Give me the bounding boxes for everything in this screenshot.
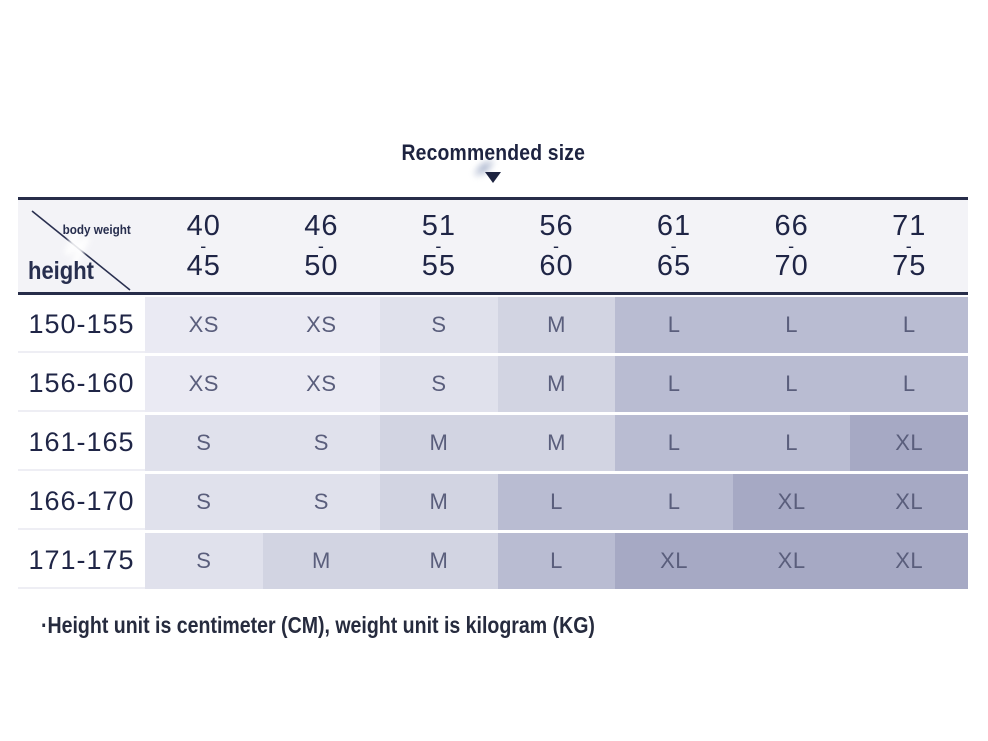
table-body: 150-155 XS XS S M L L L 156-160 XS XS S M L L L 161-165 S… — [18, 297, 968, 589]
size-cell: M — [497, 297, 616, 353]
size-cell: M — [380, 415, 498, 471]
size-cell: S — [380, 356, 498, 412]
table-row: 150-155 XS XS S M L L L — [18, 297, 968, 353]
size-cell: S — [145, 533, 263, 589]
weight-from: 61 — [656, 210, 692, 243]
height-label: height — [28, 257, 94, 285]
size-cell: S — [380, 297, 498, 353]
height-range-cell: 166-170 — [18, 474, 145, 530]
size-cell: M — [380, 533, 498, 589]
size-cell: XS — [262, 356, 381, 412]
range-dash: - — [788, 235, 796, 256]
weight-to: 45 — [186, 249, 221, 282]
table-row: 161-165 S S M M L L XL — [18, 415, 968, 471]
size-cell: L — [732, 297, 851, 353]
weight-from: 51 — [421, 210, 457, 243]
table-row: 171-175 S M M L XL XL XL — [18, 533, 968, 589]
height-range-cell: 171-175 — [18, 533, 145, 589]
size-cell: S — [145, 474, 263, 530]
diagonal-line-icon — [31, 210, 131, 291]
weight-from: 56 — [539, 210, 574, 243]
range-dash: - — [670, 235, 678, 256]
range-dash: - — [552, 235, 560, 256]
table-header-row: body weight height 40-45 46-50 51-55 56-60 6… — [18, 197, 968, 295]
weight-range-cell: 40-45 — [145, 200, 263, 292]
size-cell: XL — [732, 474, 851, 530]
size-cell: XL — [615, 533, 733, 589]
weight-range-cell: 51-55 — [380, 200, 498, 292]
down-triangle-icon — [18, 152, 968, 186]
size-cell: L — [615, 474, 733, 530]
weight-range-cell: 66-70 — [733, 200, 851, 292]
size-cell: M — [497, 356, 616, 412]
range-dash: - — [905, 235, 913, 256]
size-chart-table: body weight height 40-45 46-50 51-55 56-60 6… — [18, 197, 968, 589]
weight-from: 66 — [774, 210, 809, 243]
size-cell: L — [850, 356, 968, 412]
size-cell: M — [262, 533, 381, 589]
height-range-cell: 161-165 — [18, 415, 145, 471]
size-cell: L — [732, 356, 851, 412]
size-cell: S — [145, 415, 263, 471]
weight-to: 55 — [421, 249, 457, 282]
size-cell: L — [850, 297, 968, 353]
weight-range-cell: 71-75 — [850, 200, 968, 292]
weight-from: 40 — [186, 210, 221, 243]
size-cell: XS — [145, 297, 263, 353]
range-dash: - — [200, 235, 208, 256]
units-note: ·Height unit is centimeter (CM), weight … — [41, 612, 595, 638]
size-cell: XL — [850, 474, 968, 530]
table-row: 166-170 S S M L L XL XL — [18, 474, 968, 530]
size-cell: L — [497, 474, 616, 530]
weight-to: 65 — [656, 249, 692, 282]
size-cell: XS — [262, 297, 381, 353]
height-range-cell: 156-160 — [18, 356, 145, 412]
size-cell: L — [615, 297, 733, 353]
size-cell: XS — [145, 356, 263, 412]
size-cell: XL — [850, 415, 968, 471]
weight-range-cell: 61-65 — [615, 200, 733, 292]
size-cell: L — [732, 415, 851, 471]
weight-from: 46 — [304, 210, 339, 243]
size-cell: S — [262, 415, 381, 471]
size-cell: L — [615, 415, 733, 471]
weight-range-cell: 56-60 — [498, 200, 616, 292]
range-dash: - — [317, 235, 325, 256]
weight-to: 60 — [539, 249, 574, 282]
size-cell: L — [497, 533, 616, 589]
title-block: Recommended size — [18, 140, 968, 186]
size-cell: L — [615, 356, 733, 412]
size-cell: M — [380, 474, 498, 530]
weight-to: 70 — [774, 249, 809, 282]
body-weight-label: body weight — [62, 222, 131, 237]
weight-to: 75 — [892, 249, 927, 282]
arrow-tip — [485, 172, 501, 183]
corner-cell: body weight height — [18, 200, 145, 292]
range-dash: - — [435, 235, 443, 256]
table-row: 156-160 XS XS S M L L L — [18, 356, 968, 412]
size-cell: XL — [850, 533, 968, 589]
weight-range-cell: 46-50 — [263, 200, 381, 292]
size-cell: M — [497, 415, 616, 471]
weight-from: 71 — [892, 210, 927, 243]
height-range-cell: 150-155 — [18, 297, 145, 353]
weight-to: 50 — [304, 249, 339, 282]
size-cell: S — [262, 474, 381, 530]
size-cell: XL — [732, 533, 851, 589]
